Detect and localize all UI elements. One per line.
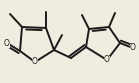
- Text: O: O: [130, 43, 136, 53]
- Text: O: O: [32, 58, 38, 66]
- Text: O: O: [104, 56, 110, 64]
- Text: O: O: [4, 39, 10, 47]
